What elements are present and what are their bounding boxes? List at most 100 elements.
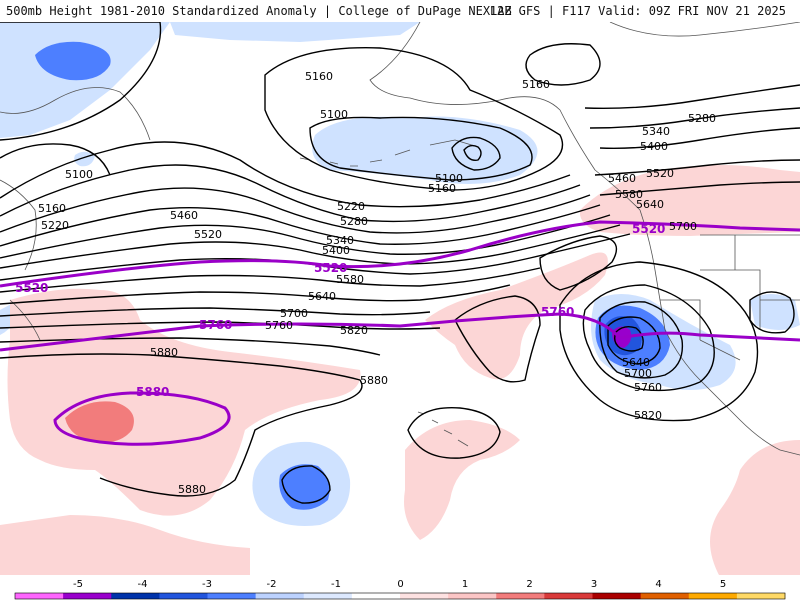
height-label: 5760 — [634, 381, 662, 394]
height-label: 5100 — [320, 108, 348, 121]
height-label: 5100 — [65, 168, 93, 181]
contour-5220 — [0, 164, 581, 223]
colorbar-tick-label: -4 — [138, 579, 148, 590]
negative-anomaly-shading — [0, 22, 800, 526]
colorbar-segment — [688, 593, 738, 599]
colorbar-segment — [736, 593, 786, 599]
colorbar-segment — [544, 593, 593, 599]
height-label: 5520 — [646, 167, 674, 180]
height-label: 5220 — [337, 200, 365, 213]
contour-5340 — [0, 204, 601, 247]
contour-ridge-ne — [539, 235, 618, 291]
colorbar-tick-label: 3 — [591, 579, 597, 590]
purple-5520-line — [0, 220, 800, 288]
colorbar-segment — [400, 593, 449, 599]
colorbar-graphic: -5 -4 -3 -2 -1 0 1 2 3 4 5 — [14, 579, 786, 600]
colorbar-tick-label: 2 — [526, 579, 532, 590]
height-label: 5520 — [194, 228, 222, 241]
purple-labels: 5520 5520 5520 5760 5760 5880 — [15, 222, 665, 399]
colorbar-tick-label: -2 — [267, 579, 277, 590]
anomaly-blue-se-small — [750, 294, 800, 330]
purple-label: 5760 — [199, 318, 232, 332]
colorbar-segment — [496, 593, 545, 599]
contour-5700 — [0, 307, 431, 317]
anomaly-pink-hawaii — [404, 420, 520, 540]
height-label: 5880 — [360, 374, 388, 387]
contour-ne-5340 — [589, 107, 800, 129]
colorbar: -5 -4 -3 -2 -1 0 1 2 3 4 5 — [0, 575, 800, 600]
height-label: 5160 — [305, 70, 333, 83]
purple-contours — [0, 220, 800, 446]
height-label: 5160 — [38, 202, 66, 215]
height-label: 5400 — [322, 244, 350, 257]
height-label: 5460 — [170, 209, 198, 222]
contour-nw-5100-a — [0, 143, 111, 176]
contour-alaska-low-5100 — [309, 116, 533, 181]
contour-se-small — [749, 291, 795, 334]
contour-5640 — [0, 284, 511, 305]
colorbar-tick-label: -5 — [73, 579, 83, 590]
map-title: 500mb Height 1981-2010 Standardized Anom… — [6, 4, 512, 18]
height-label: 5640 — [622, 356, 650, 369]
border-states — [660, 234, 800, 361]
height-label: 5700 — [669, 220, 697, 233]
purple-label: 5520 — [15, 281, 48, 295]
colorbar-segment — [448, 593, 497, 599]
height-label: 5640 — [308, 290, 336, 303]
contour-5400 — [0, 214, 611, 259]
colorbar-segment — [111, 593, 160, 599]
height-label: 5340 — [642, 125, 670, 138]
contour-nw-low-outer — [0, 22, 162, 141]
height-label: 5160 — [522, 78, 550, 91]
colorbar-tick-label: 1 — [462, 579, 468, 590]
anomaly-blue-gulf-alaska — [312, 116, 538, 184]
anomaly-pink-west — [7, 288, 361, 516]
anomaly-pink-bottom-left — [0, 515, 250, 577]
colorbar-segment — [159, 593, 208, 599]
model-valid-time: 12Z GFS | F117 Valid: 09Z FRI NOV 21 202… — [489, 4, 786, 18]
title-bar: 500mb Height 1981-2010 Standardized Anom… — [0, 0, 800, 22]
purple-label: 5520 — [314, 261, 347, 275]
contour-alaska-low-core — [463, 144, 482, 161]
height-label: 5820 — [340, 324, 368, 337]
height-label: 5160 — [428, 182, 456, 195]
contour-5880-west — [0, 353, 363, 497]
purple-label: 5520 — [632, 222, 665, 236]
purple-label: 5760 — [541, 305, 574, 319]
contour-ridge-central — [454, 295, 541, 383]
height-label: 5820 — [634, 409, 662, 422]
colorbar-tick-label: 0 — [397, 579, 403, 590]
contour-5760-cutoff — [582, 284, 715, 392]
contour-ne-5280 — [584, 84, 800, 110]
anomaly-blue-northwest-core — [35, 41, 111, 81]
contour-ne-5460 — [599, 127, 800, 150]
height-labels: 5160 5100 5160 5100 5100 5160 5160 5220 … — [38, 70, 716, 496]
purple-label: 5880 — [136, 385, 169, 399]
height-contours — [0, 22, 800, 504]
contour-hawaii-ring — [407, 406, 501, 459]
anomaly-blue-small-west — [74, 151, 95, 167]
height-label: 5220 — [41, 219, 69, 232]
coast-aleutians — [299, 139, 476, 167]
contour-5280 — [0, 187, 591, 234]
contour-5820-cutoff — [559, 261, 759, 422]
colorbar-segment — [640, 593, 690, 599]
height-label: 5100 — [435, 172, 463, 185]
contour-5460 — [0, 224, 621, 269]
anomaly-pink-northeast — [579, 165, 800, 236]
anomaly-blue-topcenter — [170, 22, 420, 42]
colorbar-segment — [15, 593, 64, 599]
colorbar-segment — [592, 593, 642, 599]
map-panel: 5160 5100 5160 5100 5100 5160 5160 5220 … — [0, 22, 800, 577]
height-label: 5700 — [280, 307, 308, 320]
height-label: 5640 — [636, 198, 664, 211]
anomaly-blue-northwest — [0, 22, 170, 138]
colorbar-tick-label: -1 — [331, 579, 341, 590]
contour-ne-5580 — [599, 181, 800, 196]
height-label: 5580 — [615, 188, 643, 201]
coast-hawaii — [417, 411, 469, 447]
height-label: 5400 — [640, 140, 668, 153]
purple-5880-ring — [53, 391, 231, 446]
height-label: 5340 — [326, 234, 354, 247]
colorbar-segment — [63, 593, 112, 599]
